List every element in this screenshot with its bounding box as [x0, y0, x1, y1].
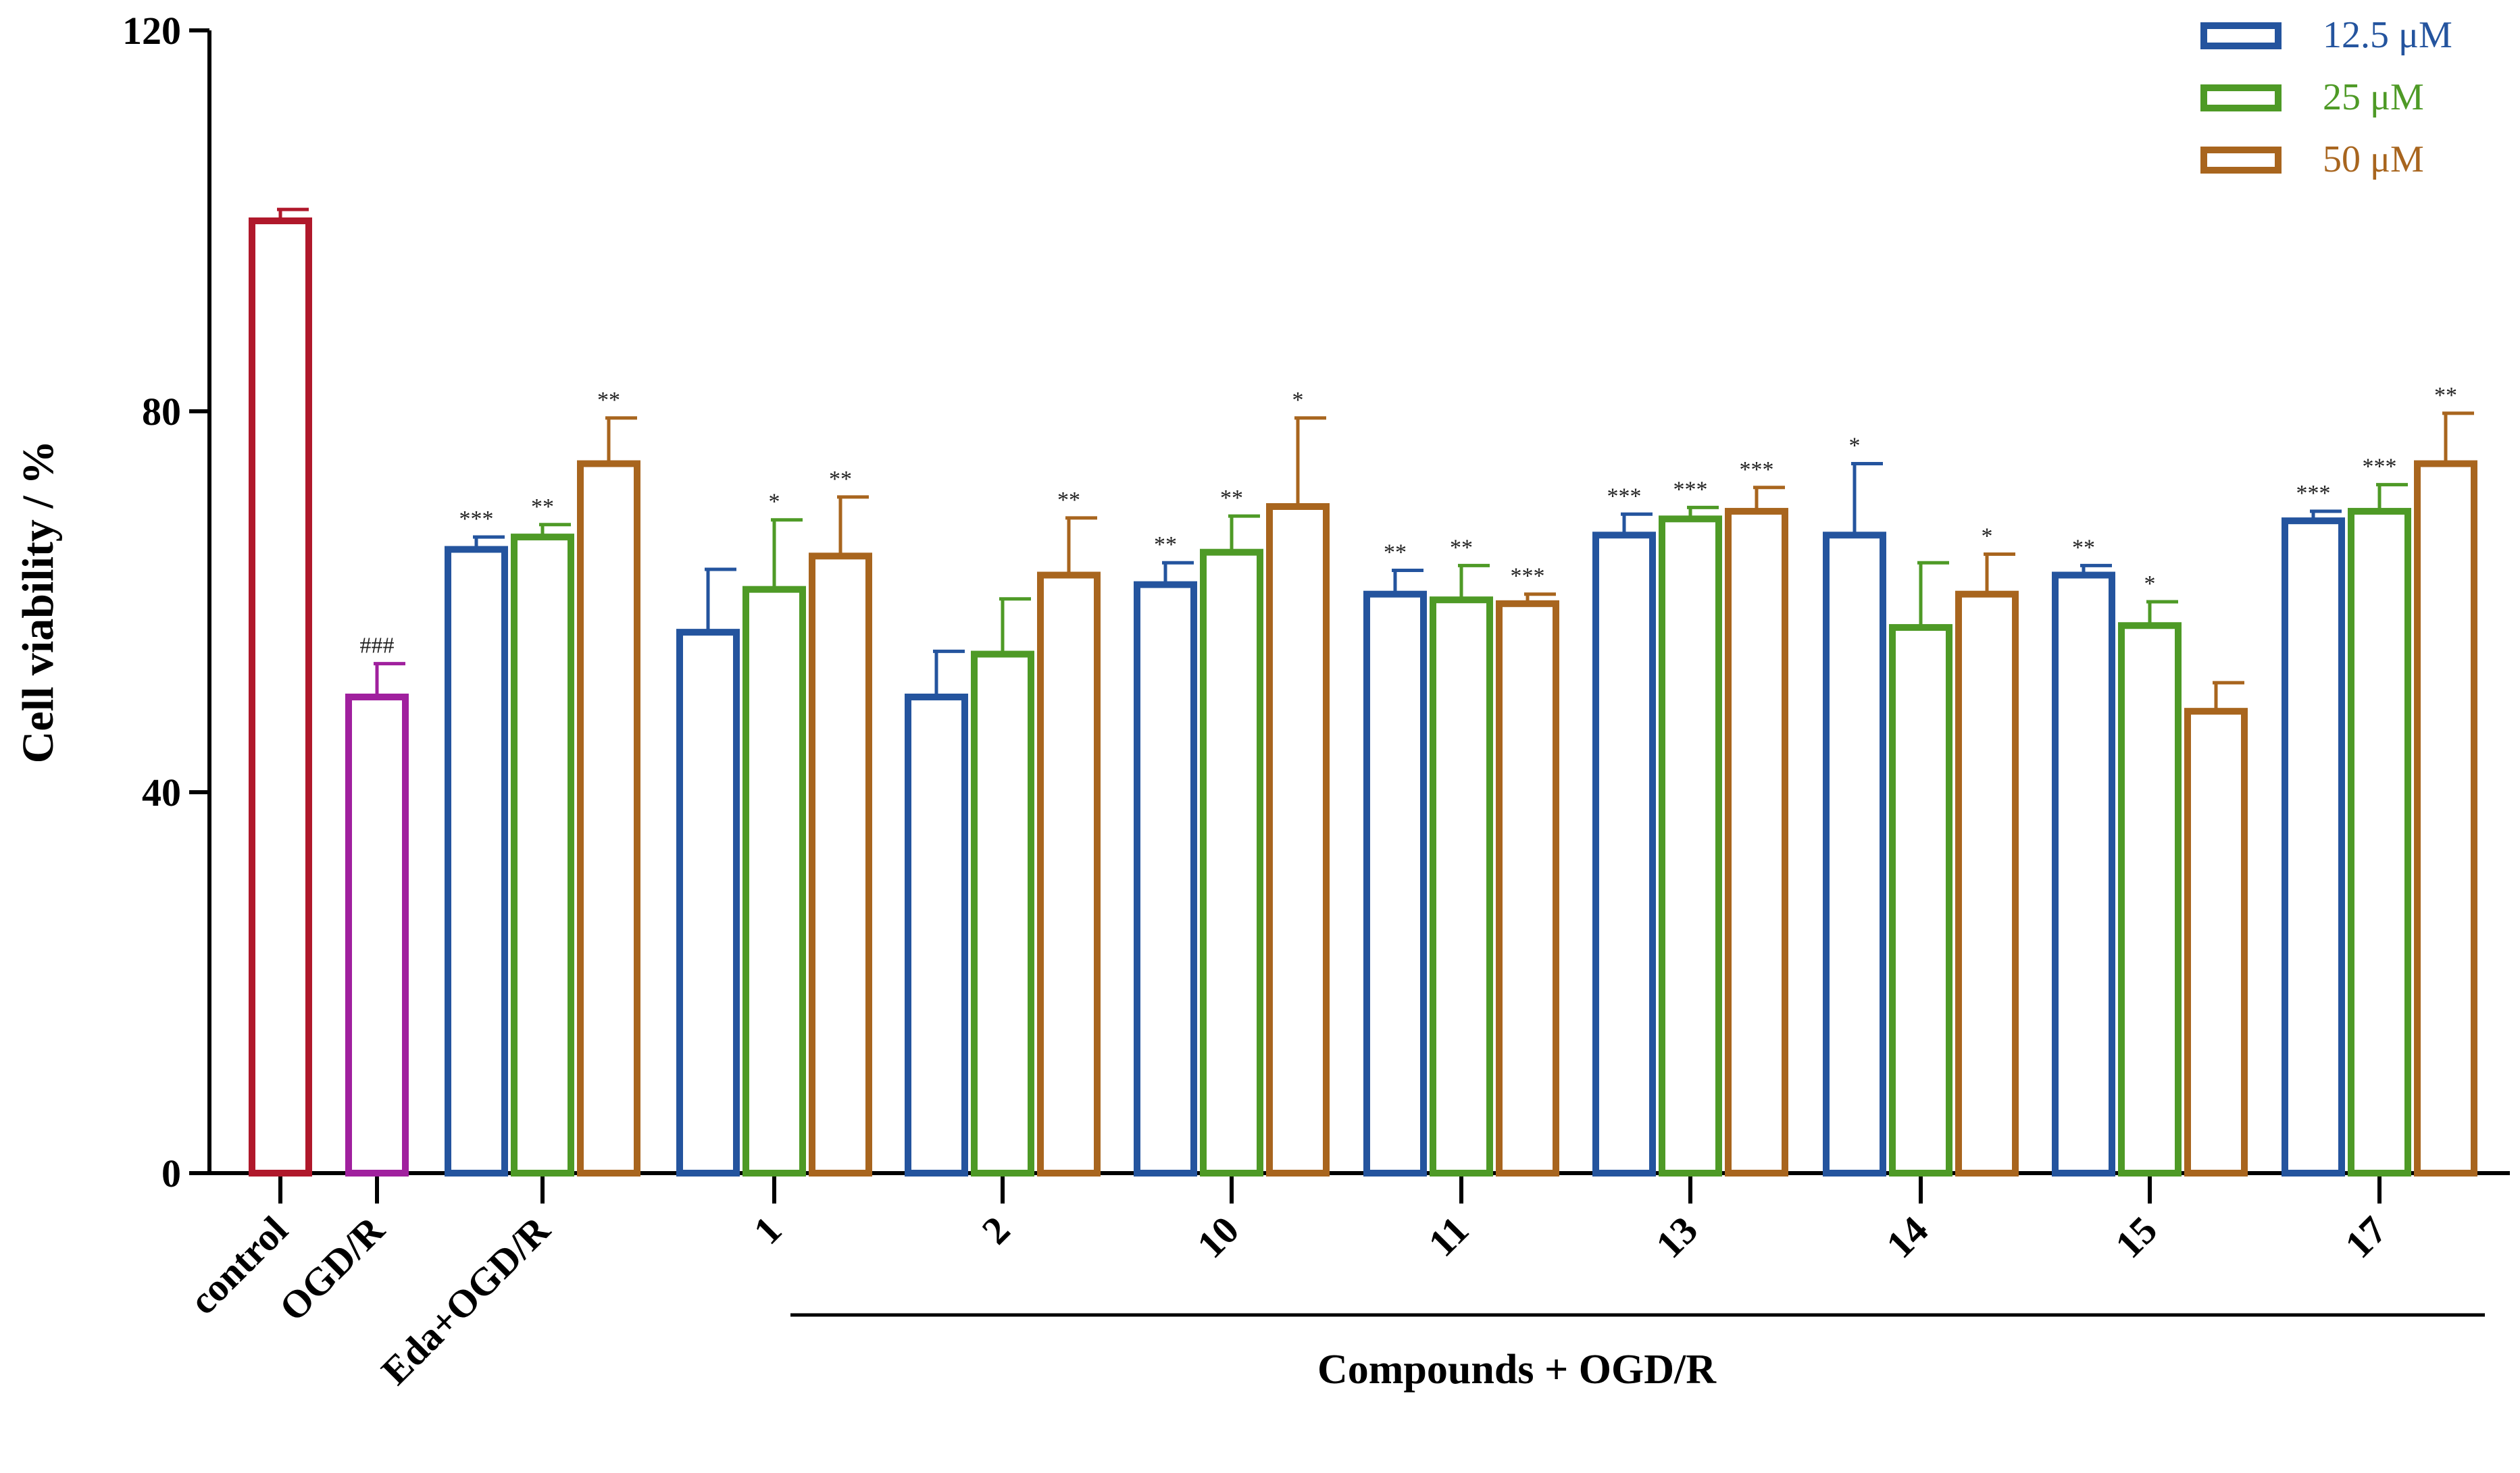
- significance-label: ***: [459, 507, 494, 532]
- bar-1-12.5M: [676, 629, 740, 1177]
- group-label: Compounds + OGD/R: [1317, 1347, 1717, 1393]
- x-tick-label: 13: [1647, 1208, 1706, 1266]
- bar-1-25M: [742, 586, 806, 1177]
- significance-label: *: [769, 490, 780, 515]
- bar-control-control: [249, 217, 312, 1177]
- x-tick-label: 15: [2107, 1208, 2165, 1266]
- significance-label: *: [1292, 388, 1304, 413]
- x-tick-label: Eda+OGD/R: [373, 1207, 559, 1393]
- bar-Eda+OGD/R-12.5M: [445, 546, 508, 1177]
- significance-label: ***: [1673, 477, 1708, 502]
- x-tick-label: 14: [1878, 1208, 1936, 1266]
- x-tick-label: 1: [745, 1208, 790, 1252]
- significance-label: **: [1450, 535, 1473, 560]
- significance-label: *: [1849, 434, 1861, 459]
- legend-label: 50 μM: [2323, 138, 2424, 180]
- legend-swatch: [2200, 147, 2282, 174]
- bar-14-12.5M: [1823, 532, 1886, 1177]
- bar-14-50M: [1955, 590, 2019, 1177]
- significance-label: **: [531, 494, 554, 519]
- x-tick-label: 10: [1188, 1208, 1247, 1266]
- bar-17-25M: [2348, 508, 2411, 1177]
- bar-11-12.5M: [1363, 590, 1427, 1177]
- y-tick-label: 0: [161, 1152, 181, 1195]
- bar-11-25M: [1430, 596, 1493, 1177]
- bar-Eda+OGD/R-50M: [577, 460, 640, 1177]
- legend-swatch: [2200, 84, 2282, 111]
- significance-label: **: [1154, 532, 1177, 557]
- significance-label: **: [829, 467, 852, 492]
- significance-label: **: [2072, 535, 2095, 560]
- y-tick-label: 120: [122, 9, 181, 53]
- legend-label: 25 μM: [2323, 76, 2424, 118]
- bar-11-50M: [1496, 600, 1559, 1177]
- y-axis-label: Cell viability / %: [14, 440, 63, 764]
- bar-Eda+OGD/R-25M: [511, 534, 574, 1177]
- legend-swatch: [2200, 22, 2282, 49]
- significance-label: **: [1057, 488, 1080, 513]
- significance-label: *: [1982, 524, 1993, 549]
- bar-17-12.5M: [2282, 517, 2345, 1177]
- bar-1-50M: [809, 552, 872, 1177]
- bar-10-50M: [1266, 503, 1330, 1177]
- bar-2-25M: [971, 650, 1034, 1177]
- significance-label: ***: [1740, 457, 1774, 482]
- significance-label: **: [1384, 540, 1407, 565]
- y-tick-label: 40: [142, 771, 181, 815]
- significance-label: ###: [360, 634, 395, 658]
- bar-13-12.5M: [1592, 532, 1656, 1177]
- y-tick-label: 80: [142, 390, 181, 434]
- bar-13-50M: [1725, 508, 1788, 1177]
- significance-label: **: [1220, 486, 1243, 511]
- significance-label: ***: [2296, 481, 2331, 506]
- x-tick-label: OGD/R: [271, 1207, 393, 1329]
- significance-label: ***: [1607, 484, 1642, 509]
- bar-15-50M: [2184, 708, 2248, 1177]
- x-tick-label: 11: [1419, 1208, 1477, 1265]
- bar-2-50M: [1037, 571, 1101, 1177]
- bar-10-12.5M: [1134, 581, 1197, 1177]
- bar-13-25M: [1659, 515, 1722, 1177]
- bar-15-12.5M: [2052, 571, 2115, 1177]
- x-tick-label: 2: [974, 1208, 1018, 1252]
- bar-15-25M: [2118, 622, 2182, 1177]
- x-tick-label: 17: [2336, 1208, 2395, 1266]
- bar-2-12.5M: [905, 694, 968, 1177]
- bar-14-25M: [1889, 624, 1952, 1177]
- significance-label: *: [2144, 571, 2156, 596]
- significance-label: **: [2434, 383, 2457, 408]
- significance-label: ***: [2363, 455, 2397, 480]
- legend-label: 12.5 μM: [2323, 14, 2452, 56]
- significance-label: ***: [1511, 564, 1545, 589]
- bar-10-25M: [1200, 548, 1263, 1177]
- bar-17-50M: [2414, 460, 2477, 1177]
- significance-label: **: [597, 388, 620, 413]
- bar-OGD/R-ogdr: [345, 694, 409, 1177]
